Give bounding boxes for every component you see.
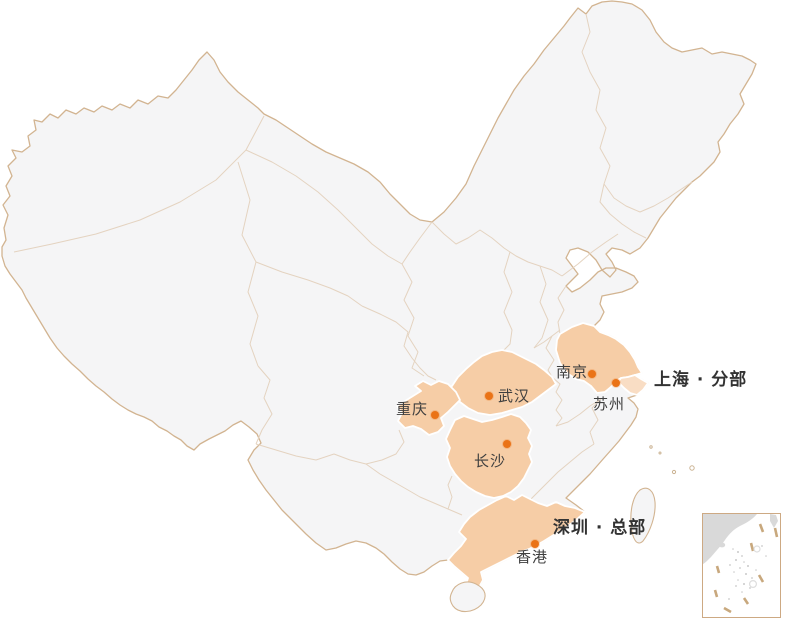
changsha-label: 长沙: [474, 452, 507, 470]
province-chongqing: [396, 380, 461, 436]
inset-land: [703, 514, 757, 564]
wuhan-dot: [485, 392, 493, 400]
province-shanghai: [617, 374, 649, 396]
province-borders: [13, 13, 693, 516]
nanjing-dot: [588, 370, 596, 378]
inset-taiwan: [770, 514, 778, 528]
wuhan-label: 武汉: [498, 387, 531, 405]
province-hunan: [445, 413, 533, 499]
taiwan-island: [630, 487, 656, 544]
province-hubei: [445, 349, 557, 416]
chongqing-dot: [431, 411, 439, 419]
hongkong-label: 香港: [516, 548, 549, 566]
hongkong-dot: [531, 540, 539, 548]
coastal-islands: [649, 445, 695, 475]
china-mainland-outline: [1, 0, 757, 597]
shanghai-branch-label: 上海 · 分部: [654, 370, 748, 390]
south-china-sea-inset: [702, 513, 781, 618]
highlighted-provinces: [396, 322, 649, 597]
suzhou-dot: [612, 379, 620, 387]
nanjing-label: 南京: [556, 363, 589, 381]
province-guangdong: [447, 494, 586, 597]
shenzhen-hq-label: 深圳 · 总部: [553, 518, 647, 538]
hainan-island: [449, 581, 486, 613]
nine-dash-line: [713, 523, 779, 614]
inset-reef-circles: [748, 545, 761, 588]
inset-island-specks: [728, 545, 767, 600]
changsha-dot: [503, 440, 511, 448]
inset-hainan: [718, 542, 726, 548]
suzhou-label: 苏州: [593, 395, 626, 413]
chongqing-label: 重庆: [396, 400, 429, 418]
